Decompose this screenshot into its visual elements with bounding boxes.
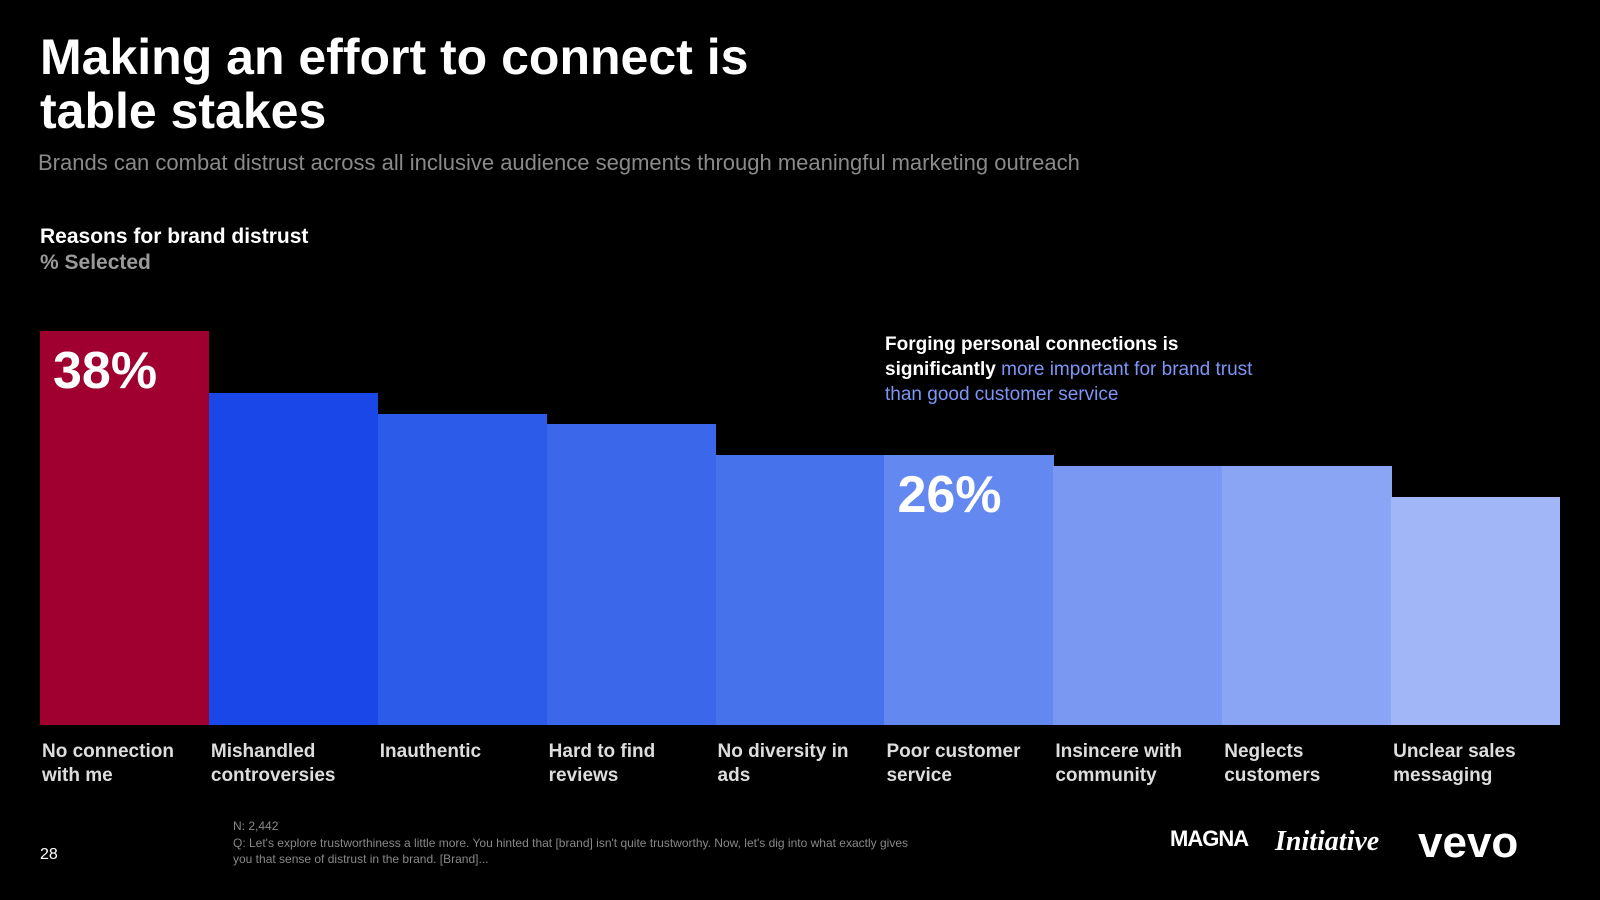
category-label: Poor customer service xyxy=(886,741,1021,786)
page-number: 28 xyxy=(40,846,58,863)
category-label: Inauthentic xyxy=(379,741,482,762)
category-label: Mishandled controversies xyxy=(210,741,336,786)
logo: MAGNA xyxy=(1170,826,1249,851)
sample-size: N: 2,442 xyxy=(233,819,279,833)
category-label: Neglects customers xyxy=(1224,741,1321,786)
question: Q: Let's explore trustworthiness a littl… xyxy=(233,836,908,866)
title: Making an effort to connect is table sta… xyxy=(40,29,749,139)
y-label: % Selected xyxy=(40,251,151,274)
logo: vevo xyxy=(1418,818,1519,867)
bar xyxy=(715,455,885,725)
category-label: No connection with me xyxy=(42,741,174,786)
category-label: Hard to find reviews xyxy=(548,741,656,786)
bar xyxy=(884,455,1054,725)
bar xyxy=(208,393,379,725)
annotation-lead: Forging personal connections is signific… xyxy=(885,334,1179,380)
annotation-highlight: more important for brand trust than good… xyxy=(885,359,1253,405)
chart-title: Reasons for brand distrust xyxy=(40,225,309,248)
subtitle: Brands can combat distrust across all in… xyxy=(38,150,1080,175)
value-label: 26% xyxy=(897,466,1002,525)
category-label: Unclear sales messaging xyxy=(1393,741,1516,786)
bar xyxy=(1391,496,1561,725)
bar xyxy=(546,424,717,725)
logo: Initiative xyxy=(1275,826,1380,857)
bar xyxy=(377,413,548,725)
value-label: 38% xyxy=(53,341,158,400)
bar xyxy=(1222,465,1392,725)
category-label: No diversity in ads xyxy=(717,741,849,786)
category-label: Insincere with community xyxy=(1055,741,1183,786)
annotation: Forging personal connections is signific… xyxy=(885,332,1255,407)
bar xyxy=(40,330,210,725)
bar xyxy=(1053,465,1223,725)
